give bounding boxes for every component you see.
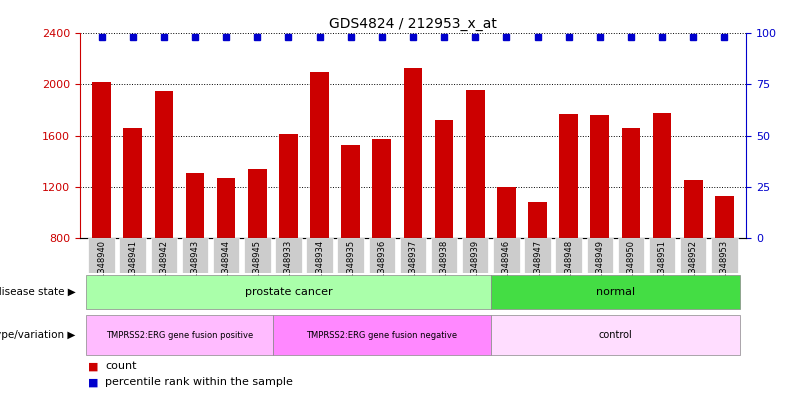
Text: GSM1348938: GSM1348938 bbox=[440, 239, 448, 296]
Text: GSM1348944: GSM1348944 bbox=[222, 239, 231, 296]
Bar bbox=[715, 196, 733, 238]
FancyBboxPatch shape bbox=[462, 238, 488, 273]
Bar bbox=[466, 90, 484, 238]
Text: normal: normal bbox=[596, 287, 635, 297]
FancyBboxPatch shape bbox=[491, 315, 740, 355]
FancyBboxPatch shape bbox=[120, 238, 146, 273]
FancyBboxPatch shape bbox=[306, 238, 333, 273]
Text: GSM1348942: GSM1348942 bbox=[160, 239, 168, 296]
Text: disease state ▶: disease state ▶ bbox=[0, 287, 76, 297]
Text: GSM1348943: GSM1348943 bbox=[191, 239, 200, 296]
Text: GSM1348937: GSM1348937 bbox=[409, 239, 417, 296]
FancyBboxPatch shape bbox=[86, 275, 491, 309]
Text: GSM1348945: GSM1348945 bbox=[253, 239, 262, 296]
Text: GSM1348947: GSM1348947 bbox=[533, 239, 542, 296]
FancyBboxPatch shape bbox=[711, 238, 737, 273]
Bar bbox=[279, 134, 298, 238]
FancyBboxPatch shape bbox=[400, 238, 426, 273]
Text: GSM1348953: GSM1348953 bbox=[720, 239, 729, 296]
Bar bbox=[591, 115, 609, 238]
FancyBboxPatch shape bbox=[273, 315, 491, 355]
Text: GSM1348935: GSM1348935 bbox=[346, 239, 355, 296]
Bar bbox=[684, 180, 702, 238]
Bar bbox=[248, 169, 267, 238]
FancyBboxPatch shape bbox=[680, 238, 706, 273]
Bar bbox=[93, 82, 111, 238]
Bar bbox=[404, 68, 422, 238]
Bar bbox=[186, 173, 204, 238]
Bar bbox=[622, 128, 640, 238]
Text: ■: ■ bbox=[88, 362, 98, 371]
Text: GSM1348939: GSM1348939 bbox=[471, 239, 480, 296]
Text: control: control bbox=[598, 330, 632, 340]
Bar bbox=[373, 140, 391, 238]
FancyBboxPatch shape bbox=[182, 238, 208, 273]
Text: GSM1348949: GSM1348949 bbox=[595, 239, 604, 296]
Text: GSM1348950: GSM1348950 bbox=[626, 239, 635, 296]
FancyBboxPatch shape bbox=[493, 238, 519, 273]
Bar bbox=[124, 128, 142, 238]
FancyBboxPatch shape bbox=[369, 238, 395, 273]
FancyBboxPatch shape bbox=[275, 238, 302, 273]
Text: genotype/variation ▶: genotype/variation ▶ bbox=[0, 330, 76, 340]
FancyBboxPatch shape bbox=[555, 238, 582, 273]
Text: count: count bbox=[105, 362, 136, 371]
Bar bbox=[559, 114, 578, 238]
FancyBboxPatch shape bbox=[89, 238, 115, 273]
Text: GSM1348934: GSM1348934 bbox=[315, 239, 324, 296]
FancyBboxPatch shape bbox=[524, 238, 551, 273]
FancyBboxPatch shape bbox=[151, 238, 177, 273]
FancyBboxPatch shape bbox=[338, 238, 364, 273]
FancyBboxPatch shape bbox=[491, 275, 740, 309]
Bar bbox=[310, 72, 329, 238]
Text: GSM1348941: GSM1348941 bbox=[128, 239, 137, 296]
FancyBboxPatch shape bbox=[618, 238, 644, 273]
Bar bbox=[342, 145, 360, 238]
FancyBboxPatch shape bbox=[86, 315, 273, 355]
Bar bbox=[217, 178, 235, 238]
Text: percentile rank within the sample: percentile rank within the sample bbox=[105, 377, 293, 387]
Text: GSM1348940: GSM1348940 bbox=[97, 239, 106, 296]
Bar bbox=[497, 187, 516, 238]
Text: ■: ■ bbox=[88, 377, 98, 387]
FancyBboxPatch shape bbox=[244, 238, 271, 273]
Text: GSM1348951: GSM1348951 bbox=[658, 239, 666, 296]
Bar bbox=[528, 202, 547, 238]
Text: TMPRSS2:ERG gene fusion positive: TMPRSS2:ERG gene fusion positive bbox=[106, 331, 253, 340]
Text: GSM1348952: GSM1348952 bbox=[689, 239, 697, 296]
Bar bbox=[155, 91, 173, 238]
Text: GSM1348936: GSM1348936 bbox=[377, 239, 386, 296]
FancyBboxPatch shape bbox=[587, 238, 613, 273]
Text: TMPRSS2:ERG gene fusion negative: TMPRSS2:ERG gene fusion negative bbox=[306, 331, 457, 340]
Text: GSM1348948: GSM1348948 bbox=[564, 239, 573, 296]
FancyBboxPatch shape bbox=[213, 238, 239, 273]
Title: GDS4824 / 212953_x_at: GDS4824 / 212953_x_at bbox=[329, 17, 497, 31]
Text: GSM1348946: GSM1348946 bbox=[502, 239, 511, 296]
FancyBboxPatch shape bbox=[649, 238, 675, 273]
Bar bbox=[435, 120, 453, 238]
FancyBboxPatch shape bbox=[431, 238, 457, 273]
Text: GSM1348933: GSM1348933 bbox=[284, 239, 293, 296]
Bar bbox=[653, 112, 671, 238]
Text: prostate cancer: prostate cancer bbox=[245, 287, 332, 297]
